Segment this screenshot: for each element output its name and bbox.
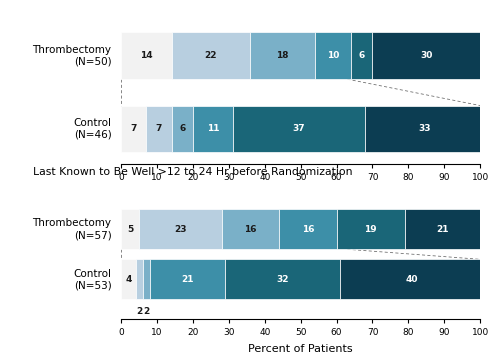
- Text: 30: 30: [420, 51, 433, 60]
- Text: 2: 2: [143, 307, 149, 316]
- Text: 21: 21: [181, 275, 194, 284]
- Bar: [147, 106, 171, 152]
- Text: 10: 10: [327, 51, 339, 60]
- Bar: [171, 32, 250, 79]
- Text: 32: 32: [277, 275, 289, 284]
- Bar: [171, 106, 193, 152]
- Text: 11: 11: [206, 125, 219, 133]
- Text: 4: 4: [125, 275, 132, 284]
- Bar: [121, 106, 147, 152]
- Text: 5: 5: [127, 225, 133, 234]
- Text: Last Known to Be Well >12 to 24 Hr before Randomization: Last Known to Be Well >12 to 24 Hr befor…: [33, 167, 353, 176]
- Text: 16: 16: [301, 225, 314, 234]
- Text: 33: 33: [418, 125, 431, 133]
- Bar: [121, 259, 136, 299]
- Text: 2: 2: [136, 307, 143, 316]
- Text: 23: 23: [174, 225, 187, 234]
- Text: 19: 19: [364, 225, 377, 234]
- Text: 40: 40: [406, 275, 418, 284]
- Bar: [337, 209, 405, 249]
- Text: 16: 16: [244, 225, 257, 234]
- Text: 21: 21: [436, 225, 449, 234]
- Bar: [139, 209, 222, 249]
- Bar: [121, 209, 139, 249]
- Bar: [233, 106, 365, 152]
- Text: 22: 22: [205, 51, 217, 60]
- Bar: [279, 209, 337, 249]
- Bar: [121, 32, 171, 79]
- Bar: [143, 259, 150, 299]
- Text: 14: 14: [140, 51, 153, 60]
- Text: 6: 6: [358, 51, 365, 60]
- Bar: [315, 32, 351, 79]
- X-axis label: Percent of Patients: Percent of Patients: [248, 345, 353, 353]
- Bar: [193, 106, 233, 152]
- Bar: [222, 209, 279, 249]
- Bar: [250, 32, 315, 79]
- Bar: [373, 32, 480, 79]
- Text: 6: 6: [179, 125, 186, 133]
- Bar: [150, 259, 225, 299]
- Bar: [136, 259, 143, 299]
- Text: 7: 7: [156, 125, 162, 133]
- Bar: [225, 259, 340, 299]
- Bar: [365, 106, 484, 152]
- Bar: [351, 32, 372, 79]
- Text: 37: 37: [293, 125, 305, 133]
- Text: 7: 7: [131, 125, 137, 133]
- Bar: [405, 209, 480, 249]
- Bar: [340, 259, 484, 299]
- Text: 18: 18: [277, 51, 289, 60]
